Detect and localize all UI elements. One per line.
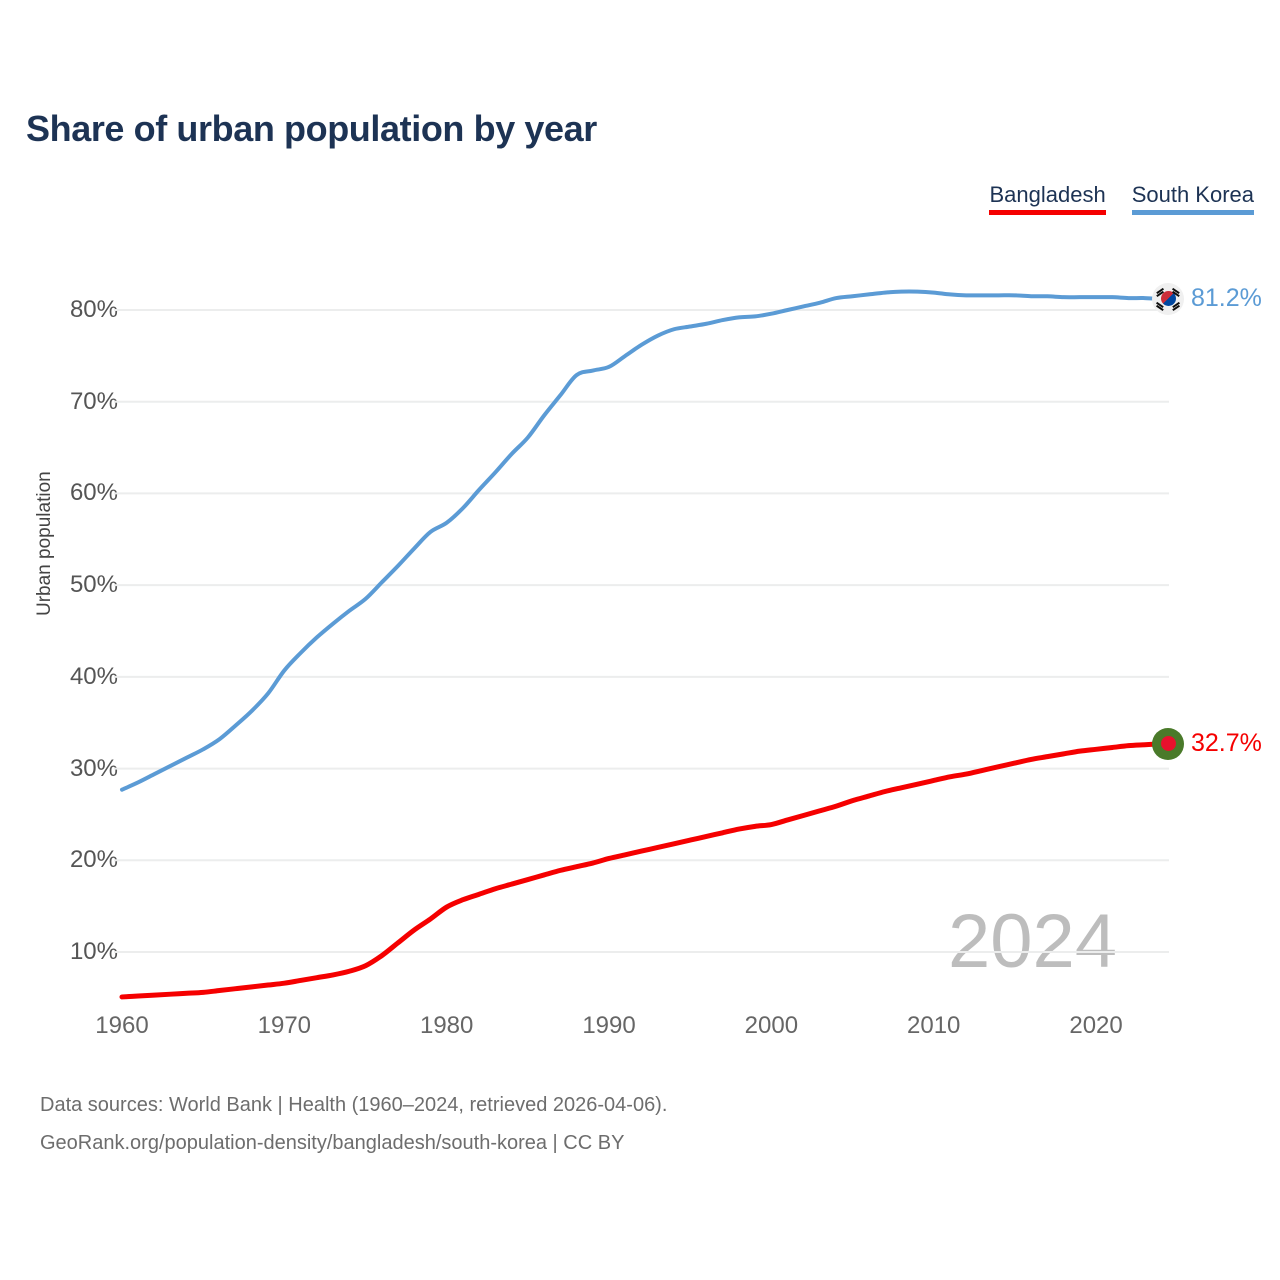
endpoint-south-korea: 81.2% — [1152, 282, 1262, 315]
y-tick-20: 20% — [69, 846, 118, 874]
bd-flag-icon — [1152, 727, 1184, 760]
y-tick-80: 80% — [69, 296, 118, 323]
legend-item-south-korea[interactable]: South Korea — [1131, 182, 1254, 215]
footer-line-sources: Data sources: World Bank | Health (1960–… — [40, 1094, 668, 1116]
x-tick-1990: 1990 — [582, 1012, 636, 1039]
year-watermark: 2024 — [948, 899, 1118, 984]
gridlines — [114, 309, 1169, 953]
legend-label-bangladesh: Bangladesh — [989, 182, 1106, 207]
y-tick-10: 10% — [69, 938, 118, 965]
legend-label-south-korea: South Korea — [1131, 182, 1254, 207]
x-tick-1970: 1970 — [257, 1012, 312, 1039]
legend-rule-south-korea — [1131, 210, 1254, 215]
footer: Data sources: World Bank | Health (1960–… — [40, 1086, 667, 1162]
legend: Bangladesh South Korea — [989, 182, 1254, 215]
y-tick-30: 30% — [69, 754, 118, 782]
y-tick-50: 50% — [69, 571, 118, 599]
endpoint-bangladesh: 32.7% — [1152, 727, 1262, 760]
line-south-korea — [120, 289, 1163, 792]
value-label-bangladesh: 32.7% — [1191, 729, 1262, 758]
series-lines — [119, 289, 1164, 1000]
y-tick-70: 70% — [69, 387, 118, 415]
x-tick-2010: 2010 — [907, 1012, 961, 1039]
x-tick-2020: 2020 — [1069, 1012, 1123, 1039]
kr-flag-icon — [1152, 282, 1184, 315]
footer-line-url: GeoRank.org/population-density/banglades… — [40, 1132, 625, 1154]
x-tick-1960: 1960 — [95, 1012, 149, 1039]
x-tick-2000: 2000 — [744, 1012, 799, 1039]
legend-item-bangladesh[interactable]: Bangladesh — [989, 182, 1106, 215]
page-title: Share of urban population by year — [26, 108, 597, 149]
y-tick-40: 40% — [69, 662, 118, 690]
value-label-south-korea: 81.2% — [1191, 284, 1262, 313]
x-tick-1980: 1980 — [419, 1012, 474, 1039]
legend-rule-bangladesh — [989, 210, 1106, 215]
y-tick-60: 60% — [69, 479, 118, 507]
